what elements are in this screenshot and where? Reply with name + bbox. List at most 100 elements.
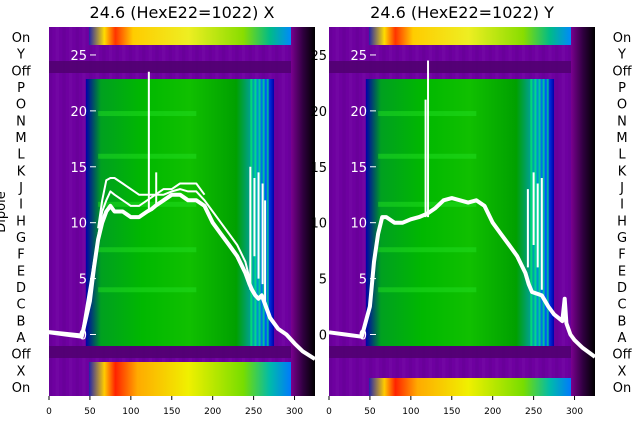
row-label: P	[618, 81, 626, 96]
heatmap-texture	[568, 27, 572, 396]
row-label: F	[17, 248, 24, 263]
heatmap-band-bottom	[368, 378, 590, 396]
heatmap-texture	[281, 27, 286, 396]
heatmap-band-bottom	[88, 362, 310, 396]
overlay-ytick-label: 20	[70, 105, 87, 120]
row-label: F	[618, 248, 625, 263]
heatmap-vertical-stripe	[534, 79, 537, 346]
heatmap-separator	[49, 61, 315, 73]
heatmap-streak	[98, 111, 197, 117]
heatmap-streak	[98, 201, 197, 207]
overlay-ytick-label: 5	[359, 273, 367, 288]
row-label: On	[12, 31, 30, 46]
row-label: J	[619, 181, 624, 196]
xtick-label: 200	[204, 407, 221, 417]
xtick-label: 250	[525, 407, 542, 417]
row-label: G	[617, 231, 627, 246]
row-label: X	[17, 364, 26, 379]
row-label: E	[17, 264, 25, 279]
row-label: On	[613, 31, 631, 46]
xtick-label: 300	[286, 407, 303, 417]
heatmap-band-top	[88, 27, 310, 45]
xtick-label: 0	[326, 407, 332, 417]
row-label: N	[617, 114, 627, 129]
heatmap-texture	[288, 27, 292, 396]
heatmap-texture	[68, 27, 73, 396]
heatmap-streak	[98, 153, 197, 159]
row-label: L	[618, 148, 626, 163]
xtick-label: 200	[484, 407, 501, 417]
row-label: N	[16, 114, 26, 129]
overlay-ytick-label-right: 5	[319, 273, 327, 288]
row-label: P	[17, 81, 25, 96]
xtick-label: 150	[163, 407, 180, 417]
heatmap-streak	[98, 247, 197, 253]
row-label: M	[616, 131, 627, 146]
row-label: C	[617, 298, 626, 313]
row-label: D	[16, 281, 26, 296]
overlay-ytick-label: 0	[79, 329, 87, 344]
heatmap-vertical-stripe	[546, 79, 549, 346]
heatmap-center-block	[365, 79, 555, 346]
row-label: On	[12, 381, 30, 396]
row-label: A	[17, 331, 26, 346]
heatmap-texture	[62, 27, 66, 396]
row-label: Off	[612, 64, 632, 79]
heatmap-right-edge	[571, 27, 595, 396]
y-axis-label: Dipole	[0, 191, 9, 232]
row-label: Off	[11, 348, 31, 363]
row-label: K	[17, 164, 26, 179]
xtick-label: 300	[566, 407, 583, 417]
heatmap-streak	[378, 287, 477, 293]
xtick-label: 50	[84, 407, 96, 417]
row-label: X	[618, 364, 627, 379]
overlay-ytick-label: 0	[359, 329, 367, 344]
row-label: O	[16, 98, 26, 113]
row-label: E	[618, 264, 626, 279]
xtick-label: 0	[46, 407, 52, 417]
heatmap-texture	[335, 27, 339, 396]
row-label: G	[16, 231, 26, 246]
row-label: A	[618, 331, 627, 346]
heatmap-texture	[75, 27, 79, 396]
heatmap-texture	[275, 27, 279, 396]
overlay-line	[48, 188, 251, 336]
heatmap-panel-1	[49, 27, 315, 396]
overlay-line	[328, 196, 597, 359]
xtick-label: 100	[402, 407, 419, 417]
overlay-line	[97, 177, 206, 229]
overlay-ytick-label-right: 0	[319, 329, 327, 344]
heatmap-separator	[329, 346, 595, 358]
xtick-label: 100	[122, 407, 139, 417]
overlay-ytick-label: 20	[350, 105, 367, 120]
row-label: H	[16, 214, 26, 229]
xtick-label: 150	[443, 407, 460, 417]
heatmap-vertical-stripe	[266, 79, 269, 346]
row-label: D	[617, 281, 627, 296]
heatmap-vertical-stripe	[538, 79, 541, 346]
overlay-ytick-label: 10	[350, 217, 367, 232]
row-label: On	[613, 381, 631, 396]
row-label: L	[17, 148, 25, 163]
panel-title: 24.6 (HexE22=1022) X	[90, 3, 275, 22]
heatmap-vertical-stripe	[542, 79, 545, 346]
overlay-ytick-label: 15	[350, 161, 367, 176]
row-label: Off	[11, 64, 31, 79]
row-label: B	[618, 314, 627, 329]
overlay-ytick-label: 15	[70, 161, 87, 176]
overlay-ytick-label-right: 10	[310, 217, 327, 232]
overlay-ytick-label-right: 15	[310, 161, 327, 176]
heatmap-texture	[348, 27, 353, 396]
heatmap-texture	[82, 27, 86, 396]
heatmap-texture	[355, 27, 359, 396]
overlay-layer	[48, 60, 597, 361]
overlay-ytick-label: 25	[350, 49, 367, 64]
overlay-panel-1	[48, 71, 317, 361]
heatmap-texture	[55, 27, 59, 396]
overlay-panel-2	[328, 60, 597, 359]
heatmap-streak	[98, 287, 197, 293]
row-label: I	[19, 198, 23, 213]
overlay-ytick-label-right: 25	[310, 49, 327, 64]
